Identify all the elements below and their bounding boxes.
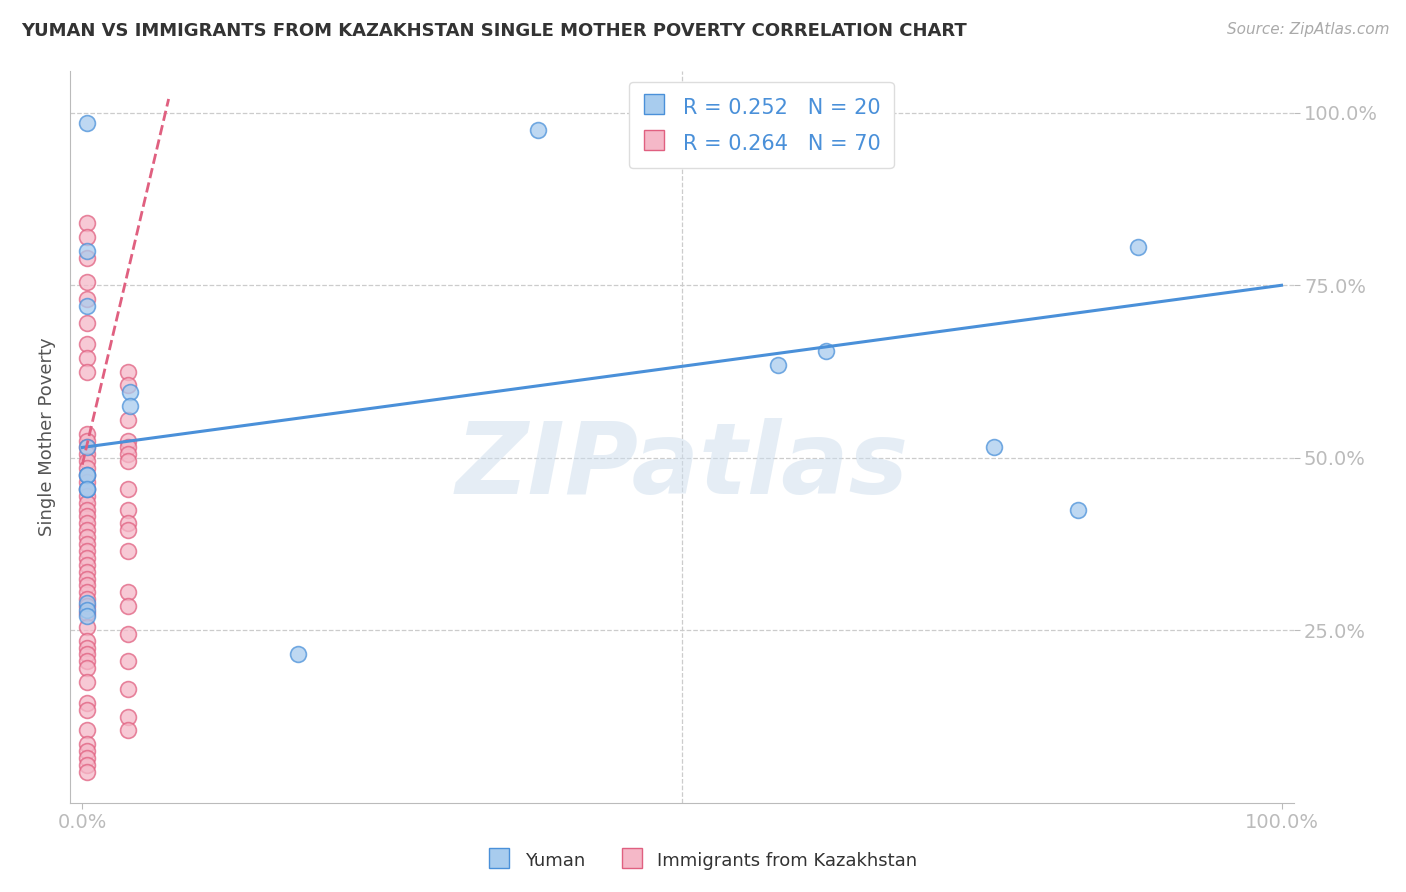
Point bbox=[76, 351, 98, 365]
Point bbox=[76, 633, 98, 648]
Legend: Yuman, Immigrants from Kazakhstan: Yuman, Immigrants from Kazakhstan bbox=[481, 842, 925, 879]
Point bbox=[287, 648, 309, 662]
Point bbox=[76, 482, 98, 496]
Point bbox=[76, 703, 98, 717]
Y-axis label: Single Mother Poverty: Single Mother Poverty bbox=[38, 338, 56, 536]
Point bbox=[117, 365, 139, 379]
Text: Source: ZipAtlas.com: Source: ZipAtlas.com bbox=[1226, 22, 1389, 37]
Point bbox=[76, 751, 98, 765]
Point bbox=[76, 299, 98, 313]
Point bbox=[76, 723, 98, 738]
Point bbox=[76, 640, 98, 655]
Point bbox=[76, 468, 98, 483]
Point bbox=[76, 489, 98, 503]
Point bbox=[117, 654, 139, 668]
Point bbox=[76, 509, 98, 524]
Point bbox=[117, 447, 139, 461]
Point bbox=[76, 620, 98, 634]
Point bbox=[76, 434, 98, 448]
Point bbox=[76, 337, 98, 351]
Text: YUMAN VS IMMIGRANTS FROM KAZAKHSTAN SINGLE MOTHER POVERTY CORRELATION CHART: YUMAN VS IMMIGRANTS FROM KAZAKHSTAN SING… bbox=[21, 22, 967, 40]
Point bbox=[76, 530, 98, 544]
Point bbox=[117, 434, 139, 448]
Point bbox=[117, 441, 139, 455]
Point bbox=[76, 606, 98, 620]
Point bbox=[76, 675, 98, 690]
Point bbox=[117, 482, 139, 496]
Point bbox=[76, 648, 98, 662]
Point bbox=[76, 275, 98, 289]
Point bbox=[117, 585, 139, 599]
Point bbox=[76, 441, 98, 455]
Point bbox=[76, 482, 98, 496]
Point bbox=[76, 251, 98, 265]
Point bbox=[76, 578, 98, 592]
Point bbox=[76, 565, 98, 579]
Text: ZIPatlas: ZIPatlas bbox=[456, 417, 908, 515]
Point bbox=[117, 709, 139, 723]
Point bbox=[76, 502, 98, 516]
Point bbox=[76, 572, 98, 586]
Point bbox=[76, 696, 98, 710]
Point bbox=[120, 385, 142, 400]
Point bbox=[76, 558, 98, 572]
Point bbox=[76, 461, 98, 475]
Point bbox=[76, 592, 98, 607]
Point bbox=[76, 550, 98, 565]
Point bbox=[76, 482, 98, 496]
Point bbox=[76, 447, 98, 461]
Point bbox=[76, 744, 98, 758]
Point bbox=[76, 244, 98, 258]
Point bbox=[117, 544, 139, 558]
Point bbox=[120, 399, 142, 413]
Point bbox=[117, 523, 139, 537]
Point bbox=[76, 516, 98, 531]
Point bbox=[76, 475, 98, 489]
Point bbox=[76, 661, 98, 675]
Point bbox=[76, 426, 98, 441]
Point bbox=[76, 585, 98, 599]
Point bbox=[76, 596, 98, 610]
Point bbox=[76, 599, 98, 614]
Legend: R = 0.252   N = 20, R = 0.264   N = 70: R = 0.252 N = 20, R = 0.264 N = 70 bbox=[630, 82, 894, 168]
Point bbox=[76, 737, 98, 751]
Point bbox=[117, 723, 139, 738]
Point bbox=[76, 537, 98, 551]
Point bbox=[76, 757, 98, 772]
Point bbox=[117, 626, 139, 640]
Point bbox=[76, 468, 98, 483]
Point bbox=[76, 602, 98, 616]
Point bbox=[76, 454, 98, 468]
Point bbox=[117, 378, 139, 392]
Point bbox=[117, 502, 139, 516]
Point bbox=[76, 365, 98, 379]
Point bbox=[76, 609, 98, 624]
Point bbox=[76, 116, 98, 130]
Point bbox=[76, 441, 98, 455]
Point bbox=[117, 599, 139, 614]
Point bbox=[117, 413, 139, 427]
Point bbox=[76, 523, 98, 537]
Point bbox=[76, 764, 98, 779]
Point bbox=[76, 544, 98, 558]
Point bbox=[117, 516, 139, 531]
Point bbox=[76, 292, 98, 306]
Point bbox=[1126, 240, 1149, 254]
Point bbox=[76, 495, 98, 509]
Point bbox=[766, 358, 789, 372]
Point bbox=[76, 316, 98, 330]
Point bbox=[117, 681, 139, 696]
Point bbox=[76, 468, 98, 483]
Point bbox=[814, 343, 837, 358]
Point bbox=[76, 216, 98, 230]
Point bbox=[117, 454, 139, 468]
Point bbox=[983, 441, 1005, 455]
Point bbox=[1066, 502, 1088, 516]
Point bbox=[76, 230, 98, 244]
Point bbox=[76, 654, 98, 668]
Point bbox=[527, 123, 550, 137]
